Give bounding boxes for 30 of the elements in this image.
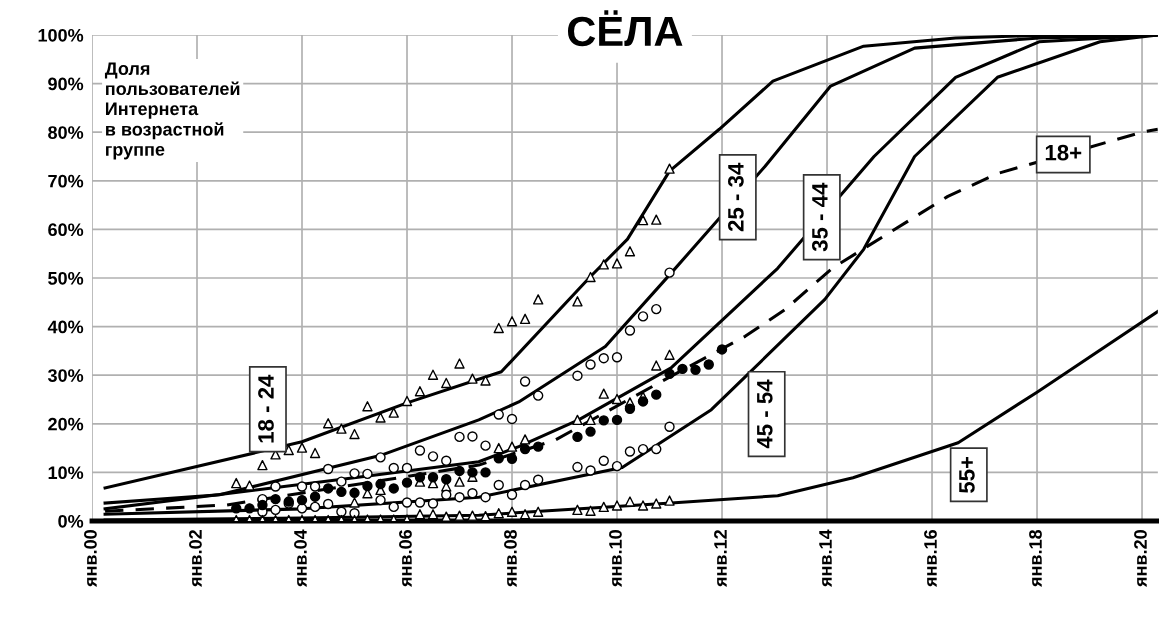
- y-tick-label: 80%: [48, 126, 84, 139]
- x-tick-label: янв.00: [84, 530, 97, 587]
- x-tick-label: янв.16: [924, 529, 937, 587]
- y-tick-label: 70%: [48, 174, 84, 188]
- x-tick-label: янв.20: [1134, 530, 1147, 587]
- y-tick-label: 90%: [48, 77, 84, 91]
- y-tick-label: 40%: [47, 320, 84, 334]
- annotation: Доля пользователей Интернета в возрастной группе: [104, 62, 240, 160]
- x-tick-label: янв.12: [714, 530, 727, 587]
- y-tick-label: 30%: [47, 369, 84, 382]
- y-tick-label: 10%: [48, 466, 84, 480]
- series-label: 18+: [1045, 144, 1082, 161]
- text: 55+: [959, 456, 975, 493]
- y-tick-label: 20%: [48, 417, 84, 431]
- y-tick-label: 0%: [58, 514, 84, 528]
- y-tick-label: 100%: [38, 28, 84, 42]
- x-tick-label: янв.08: [504, 529, 517, 587]
- text: 45 - 54: [757, 379, 773, 449]
- x-tick-label: янв.04: [294, 529, 307, 587]
- x-tick-label: янв.10: [609, 530, 622, 587]
- chart-title: СЁЛА: [567, 10, 683, 47]
- x-tick-label: янв.18: [1029, 529, 1042, 587]
- text: 35 - 44: [812, 182, 828, 252]
- y-tick-label: 50%: [48, 271, 84, 285]
- x-tick-label: янв.06: [399, 529, 412, 587]
- x-tick-label: янв.02: [189, 530, 202, 587]
- x-tick-label: янв.14: [819, 529, 832, 587]
- text: 25 - 34: [728, 162, 744, 232]
- text: 18 - 24: [258, 374, 274, 443]
- y-tick-label: 60%: [48, 223, 84, 237]
